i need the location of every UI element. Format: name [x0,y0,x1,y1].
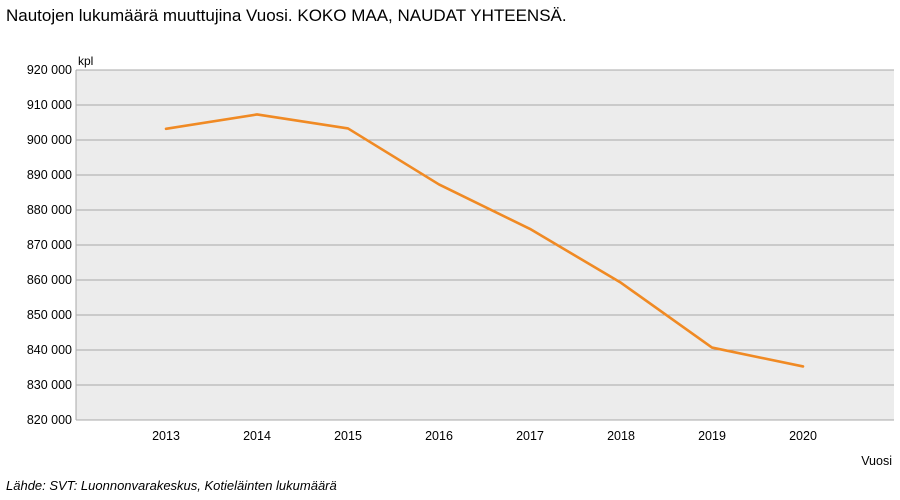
x-axis-label: Vuosi [861,454,892,468]
y-axis-ticks: 820 000 830 000 840 000 850 000 860 000 870 0… [27,63,72,427]
y-tick-label: 900 000 [27,133,72,147]
y-tick-label: 850 000 [27,308,72,322]
x-axis-ticks: 2013 2014 2015 2016 2017 2018 2019 2020 [152,429,817,443]
y-tick-label: 890 000 [27,168,72,182]
series-line [164,113,805,368]
y-tick-label: 830 000 [27,378,72,392]
gridlines [75,69,894,421]
x-tick-label: 2016 [425,429,453,443]
y-tick-label: 820 000 [27,413,72,427]
y-tick-label: 920 000 [27,63,72,77]
series-group [164,113,805,368]
x-tick-label: 2015 [334,429,362,443]
chart-title: Nautojen lukumäärä muuttujina Vuosi. KOK… [6,6,567,25]
x-tick-label: 2013 [152,429,180,443]
y-axis-label: kpl [78,54,93,68]
x-tick-label: 2014 [243,429,271,443]
source-note: Lähde: SVT: Luonnonvarakeskus, Kotieläin… [6,478,337,493]
y-tick-label: 880 000 [27,203,72,217]
x-tick-label: 2020 [789,429,817,443]
x-tick-label: 2019 [698,429,726,443]
y-tick-label: 910 000 [27,98,72,112]
y-tick-label: 870 000 [27,238,72,252]
x-tick-label: 2017 [516,429,544,443]
x-tick-label: 2018 [607,429,635,443]
y-tick-label: 860 000 [27,273,72,287]
y-tick-label: 840 000 [27,343,72,357]
